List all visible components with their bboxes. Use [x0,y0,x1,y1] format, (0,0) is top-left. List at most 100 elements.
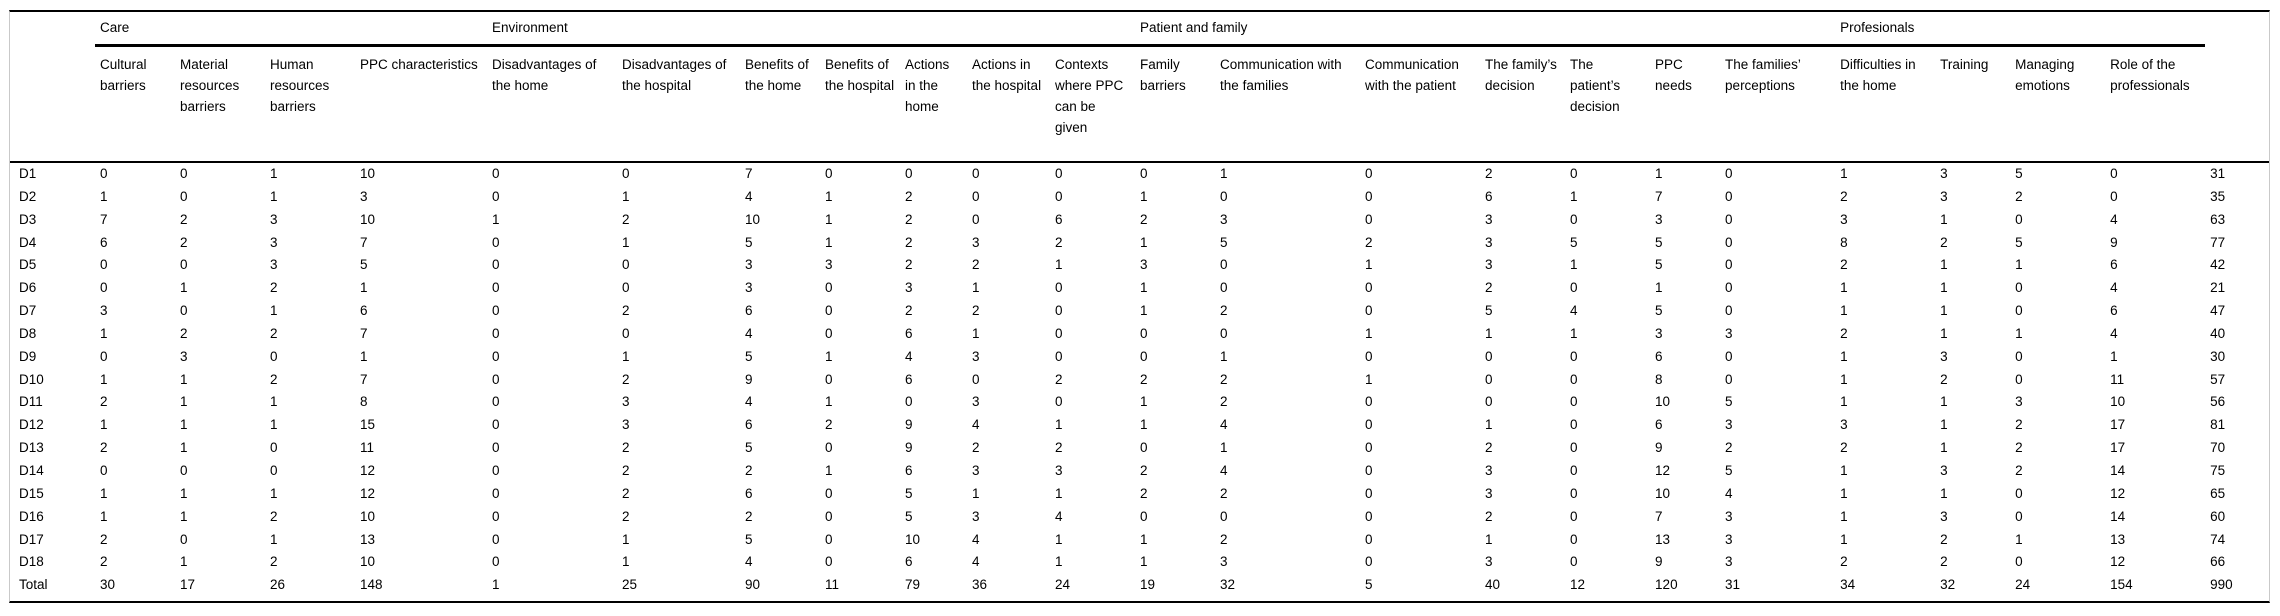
data-cell: 5 [1725,394,1733,410]
col-header-benefits-of-the-hospital: Benefits of the hospital [820,45,901,163]
data-cell: 3 [1725,508,1733,524]
data-cell: 2 [905,234,913,250]
data-cell: 0 [972,371,980,387]
data-cell: 0 [1140,508,1148,524]
row-label: D14 [19,462,44,478]
data-cell: 3 [972,234,980,250]
data-cell: 7 [360,234,368,250]
row-label: D4 [19,234,37,250]
data-cell: 0 [825,371,833,387]
data-cell: 2 [1725,440,1733,456]
col-header-family-barriers: Family barriers [1135,45,1216,163]
data-cell: 1 [100,371,108,387]
data-cell: 5 [1570,234,1578,250]
data-cell: 3 [2015,394,2023,410]
data-row-d4: D4 6 2 3 7 0 1 5 1 2 3 2 1 5 2 3 5 5 0 8 2 5 9 77 [10,232,2269,255]
row-label: D8 [19,325,37,341]
data-cell: 1 [825,188,833,204]
col-header-difficulties-in-the-home: Difficulties in the home [1835,45,1936,163]
data-cell: 36 [972,577,988,593]
data-cell: 3 [972,462,980,478]
data-cell: 0 [1570,371,1578,387]
data-cell: 0 [825,303,833,319]
data-cell: 3 [100,303,108,319]
data-row-d9: D9 0 3 0 1 0 1 5 1 4 3 0 0 1 0 0 0 6 0 1 3 0 1 30 [10,346,2269,369]
data-cell: 3 [1485,257,1493,273]
data-cell: 2 [180,211,188,227]
data-cell: 2 [1940,531,1948,547]
data-cell: 0 [825,554,833,570]
data-cell: 12 [360,462,376,478]
data-cell: 4 [1220,417,1228,433]
data-cell: 4 [2110,280,2118,296]
data-cell: 0 [1725,371,1733,387]
data-cell: 1 [1840,303,1848,319]
data-cell: 0 [1365,554,1373,570]
col-header-actions-in-the-hospital: Actions in the hospital [967,45,1051,163]
data-cell: 1 [100,325,108,341]
data-cell: 1 [1940,303,1948,319]
data-cell: 3 [745,257,753,273]
total-row: Total 30 17 26 148 1 25 90 11 79 36 24 19 32 5 40 12 120 3… [10,574,2269,597]
data-cell: 1 [1570,188,1578,204]
data-cell: 3 [1485,485,1493,501]
data-cell: 0 [100,280,108,296]
data-cell: 12 [360,485,376,501]
data-cell: 2 [1840,440,1848,456]
row-total-cell: 35 [2210,188,2226,204]
data-cell: 3 [1725,325,1733,341]
data-cell: 154 [2110,577,2133,593]
data-cell: 1 [360,280,368,296]
row-total-cell: 21 [2210,280,2226,296]
data-cell: 2 [972,303,980,319]
data-cell: 10 [745,211,761,227]
col-header-training: Training [1935,45,2011,163]
row-total-cell: 81 [2210,417,2226,433]
data-cell: 1 [1840,348,1848,364]
data-cell: 1 [1485,325,1493,341]
data-cell: 7 [1655,508,1663,524]
data-cell: 0 [1725,348,1733,364]
data-row-d17: D17 2 0 1 13 0 1 5 0 10 4 1 1 2 0 1 0 13 3 1 2 1 13 74 [10,529,2269,552]
data-cell: 1 [1840,531,1848,547]
data-cell: 5 [1220,234,1228,250]
row-total-cell: 63 [2210,211,2226,227]
data-cell: 1 [1140,188,1148,204]
data-cell: 0 [180,462,188,478]
data-cell: 6 [1655,348,1663,364]
data-cell: 0 [1365,462,1373,478]
data-cell: 0 [492,166,500,181]
data-cell: 4 [1570,303,1578,319]
data-cell: 4 [972,417,980,433]
data-cell: 0 [2110,166,2118,181]
col-header-ppc-characteristics: PPC characteristics [355,45,488,163]
data-cell: 5 [745,348,753,364]
data-cell: 3 [270,234,278,250]
data-cell: 0 [622,325,630,341]
data-cell: 6 [905,554,913,570]
data-cell: 2 [1220,303,1228,319]
data-cell: 17 [2110,417,2126,433]
data-cell: 4 [745,325,753,341]
data-cell: 13 [360,531,376,547]
data-cell: 2 [1055,371,1063,387]
row-label: D16 [19,508,44,524]
row-label: D18 [19,554,44,570]
data-cell: 4 [2110,211,2118,227]
data-cell: 0 [492,325,500,341]
data-cell: 30 [100,577,116,593]
data-cell: 3 [1220,211,1228,227]
data-cell: 0 [1365,394,1373,410]
data-cell: 0 [2015,508,2023,524]
data-cell: 1 [825,462,833,478]
row-label: D17 [19,531,44,547]
data-cell: 1 [180,440,188,456]
data-cell: 0 [1365,440,1373,456]
data-cell: 0 [492,371,500,387]
row-total-cell: 57 [2210,371,2226,387]
data-cell: 0 [1055,394,1063,410]
data-cell: 0 [1365,485,1373,501]
data-cell: 1 [1655,280,1663,296]
data-cell: 1 [825,394,833,410]
data-cell: 1 [1140,303,1148,319]
